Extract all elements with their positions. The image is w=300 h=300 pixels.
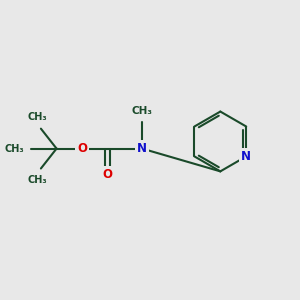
Text: CH₃: CH₃ [28, 112, 47, 122]
Text: CH₃: CH₃ [28, 175, 47, 185]
Text: N: N [241, 150, 251, 163]
Text: O: O [103, 168, 113, 181]
Text: O: O [77, 142, 87, 155]
Text: CH₃: CH₃ [4, 144, 24, 154]
Text: CH₃: CH₃ [131, 106, 152, 116]
Text: N: N [137, 142, 147, 155]
